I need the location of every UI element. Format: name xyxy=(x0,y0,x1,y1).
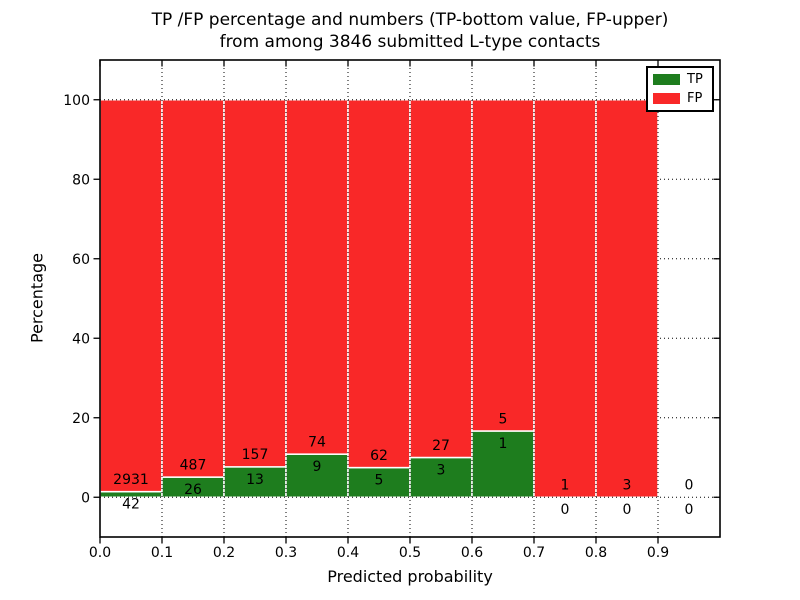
bar-fp-2 xyxy=(223,99,287,468)
fp-count-8: 3 xyxy=(623,478,632,494)
tp-count-1: 26 xyxy=(184,482,202,498)
y-axis-label: Percentage xyxy=(27,252,47,344)
xtick-label-0.6: 0.6 xyxy=(461,545,483,561)
tp-count-3: 9 xyxy=(313,459,322,475)
tp-count-2: 13 xyxy=(246,472,264,488)
bar-fp-3 xyxy=(285,99,349,455)
fp-count-9: 0 xyxy=(685,478,694,494)
bar-fp-4 xyxy=(347,99,411,469)
bar-fp-5 xyxy=(409,99,473,459)
xtick-label-0.8: 0.8 xyxy=(585,545,607,561)
chart-title: TP /FP percentage and numbers (TP-bottom… xyxy=(100,9,720,53)
tp-count-5: 3 xyxy=(437,462,446,478)
legend-item-tp: TP xyxy=(653,73,707,86)
ytick-label-20: 20 xyxy=(72,411,90,427)
fp-count-3: 74 xyxy=(308,434,326,450)
xtick-label-0.0: 0.0 xyxy=(89,545,111,561)
chart-title-line2: from among 3846 submitted L-type contact… xyxy=(219,32,601,52)
bar-fp-0 xyxy=(99,99,163,493)
xtick-label-0.1: 0.1 xyxy=(151,545,173,561)
bar-fp-7 xyxy=(533,99,597,498)
tp-color-swatch xyxy=(653,74,680,85)
bar-fp-1 xyxy=(161,99,225,478)
legend-label-fp: FP xyxy=(687,91,703,106)
tp-count-4: 5 xyxy=(375,473,384,489)
fp-count-2: 157 xyxy=(242,447,269,463)
ytick-label-40: 40 xyxy=(72,331,90,347)
tp-count-6: 1 xyxy=(499,436,508,452)
fp-count-7: 1 xyxy=(561,478,570,494)
tp-count-7: 0 xyxy=(561,502,570,518)
chart-title-line1: TP /FP percentage and numbers (TP-bottom… xyxy=(151,10,669,30)
legend: TP FP xyxy=(646,66,714,112)
fp-count-1: 487 xyxy=(180,457,207,473)
ytick-label-0: 0 xyxy=(81,490,90,506)
legend-item-fp: FP xyxy=(653,92,707,105)
xtick-label-0.3: 0.3 xyxy=(275,545,297,561)
tp-count-9: 0 xyxy=(685,502,694,518)
xtick-label-0.4: 0.4 xyxy=(337,545,359,561)
bar-fp-8 xyxy=(595,99,659,498)
ytick-label-80: 80 xyxy=(72,172,90,188)
fp-color-swatch xyxy=(653,93,680,104)
tp-count-0: 42 xyxy=(122,497,140,513)
fp-count-6: 5 xyxy=(499,411,508,427)
fp-count-5: 27 xyxy=(432,438,450,454)
xtick-label-0.2: 0.2 xyxy=(213,545,235,561)
legend-label-tp: TP xyxy=(687,72,703,87)
xtick-label-0.5: 0.5 xyxy=(399,545,421,561)
xtick-label-0.9: 0.9 xyxy=(647,545,669,561)
x-axis-label: Predicted probability xyxy=(327,567,493,586)
fp-count-4: 62 xyxy=(370,448,388,464)
bar-fp-6 xyxy=(471,99,535,432)
ytick-label-100: 100 xyxy=(63,93,90,109)
tp-count-8: 0 xyxy=(623,502,632,518)
ytick-label-60: 60 xyxy=(72,252,90,268)
fp-count-0: 2931 xyxy=(113,472,149,488)
xtick-label-0.7: 0.7 xyxy=(523,545,545,561)
